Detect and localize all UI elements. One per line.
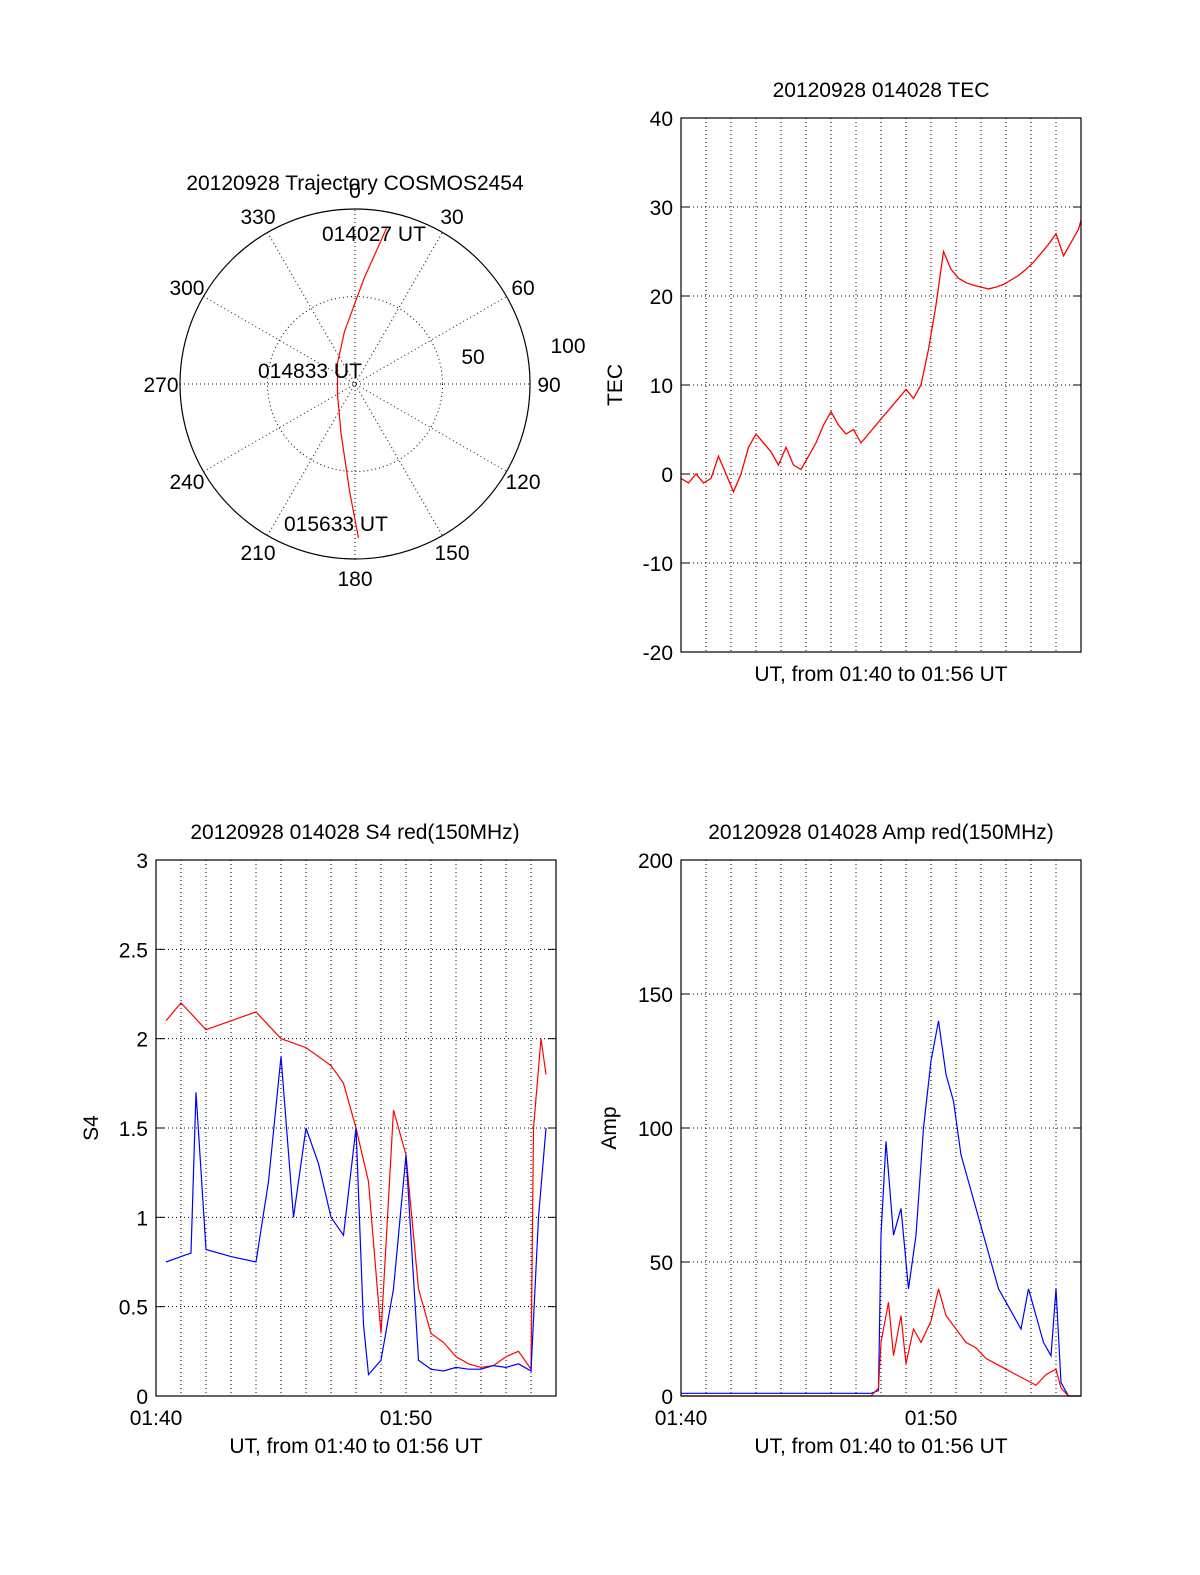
y-tick-label: -10 [643, 553, 673, 576]
y-tick-label: 0.5 [119, 1297, 148, 1320]
azimuth-label-120: 120 [505, 471, 540, 494]
y-tick-label: -20 [643, 642, 673, 665]
tec-x-label: UT, from 01:40 to 01:56 UT [754, 663, 1007, 686]
s4-grid [156, 860, 556, 1396]
amp-y-label: Amp [598, 1106, 621, 1149]
amp-y-ticks: 0 50 100 150 200 [638, 850, 1081, 1409]
s4-x-tick-0140: 01:40 [130, 1407, 183, 1430]
s4-title: 20120928 014028 S4 red(150MHz) [190, 821, 519, 844]
tec-title: 20120928 014028 TEC [773, 79, 990, 102]
y-tick-label: 150 [638, 984, 673, 1007]
azimuth-label-210: 210 [240, 542, 275, 565]
radius-label-50: 50 [461, 346, 484, 369]
annotation-mid: 014833 UT [258, 360, 362, 383]
s4-x-label: UT, from 01:40 to 01:56 UT [229, 1435, 482, 1458]
s4-y-ticks: 0 0.5 1 1.5 2 2.5 3 [119, 850, 556, 1409]
y-tick-label: 100 [638, 1118, 673, 1141]
polar-spokes [180, 209, 530, 559]
annotation-start: 014027 UT [322, 223, 426, 246]
azimuth-label-330: 330 [240, 206, 275, 229]
polar-panel: 20120928 Trajectory COSMOS2454 0 30 60 90 12… [143, 172, 585, 591]
amp-red-series [681, 1288, 1081, 1397]
y-tick-label: 2 [136, 1029, 148, 1052]
s4-x-tick-0150: 01:50 [380, 1407, 433, 1430]
y-tick-label: 10 [650, 375, 673, 398]
amp-panel: 20120928 014028 Amp red(150MHz) 0 50 100 15… [598, 821, 1082, 1458]
amp-x-tick-0150: 01:50 [905, 1407, 958, 1430]
polar-inner-ring [267, 296, 443, 472]
radius-label-100: 100 [550, 335, 585, 358]
azimuth-label-240: 240 [169, 471, 204, 494]
azimuth-label-300: 300 [169, 277, 204, 300]
y-tick-label: 0 [661, 464, 673, 487]
azimuth-label-30: 30 [440, 206, 463, 229]
s4-red-series [165, 1001, 547, 1372]
tec-grid [681, 118, 1081, 652]
tec-plot-frame [680, 117, 1082, 653]
y-tick-label: 30 [650, 197, 673, 220]
amp-title: 20120928 014028 Amp red(150MHz) [708, 821, 1054, 844]
tec-panel: 20120928 014028 TEC -20 -10 0 10 20 30 40 UT, … [604, 79, 1082, 686]
y-tick-label: 200 [638, 850, 673, 873]
s4-plot-frame [155, 859, 557, 1397]
y-tick-label: 1.5 [119, 1118, 148, 1141]
s4-y-label: S4 [80, 1115, 103, 1141]
amp-blue-series [681, 1020, 1081, 1397]
s4-panel: 20120928 014028 S4 red(150MHz) 0 0.5 1 1.5 2… [80, 821, 557, 1458]
amp-plot-frame [680, 859, 1082, 1397]
y-tick-label: 0 [661, 1386, 673, 1409]
azimuth-label-90: 90 [537, 374, 560, 397]
azimuth-label-180: 180 [337, 568, 372, 591]
azimuth-label-0: 0 [349, 180, 361, 203]
tec-y-ticks: -20 -10 0 10 20 30 40 [643, 108, 1081, 665]
trajectory-line [336, 228, 388, 539]
s4-blue-series [165, 1056, 547, 1377]
azimuth-label-60: 60 [511, 277, 534, 300]
y-tick-label: 1 [136, 1207, 148, 1230]
azimuth-label-270: 270 [143, 374, 178, 397]
y-tick-label: 40 [650, 108, 673, 131]
tec-series-line [680, 220, 1082, 494]
y-tick-label: 20 [650, 286, 673, 309]
y-tick-label: 3 [136, 850, 148, 873]
azimuth-label-150: 150 [434, 542, 469, 565]
y-tick-label: 0 [136, 1386, 148, 1409]
amp-x-label: UT, from 01:40 to 01:56 UT [754, 1435, 1007, 1458]
polar-azimuth-labels: 0 30 60 90 120 150 180 210 240 270 300 330 [143, 180, 560, 591]
amp-grid [681, 860, 1081, 1396]
y-tick-label: 2.5 [119, 939, 148, 962]
polar-title: 20120928 Trajectory COSMOS2454 [186, 172, 524, 195]
tec-y-label: TEC [604, 364, 627, 406]
amp-x-tick-0140: 01:40 [655, 1407, 708, 1430]
annotation-end: 015633 UT [284, 513, 388, 536]
y-tick-label: 50 [650, 1252, 673, 1275]
